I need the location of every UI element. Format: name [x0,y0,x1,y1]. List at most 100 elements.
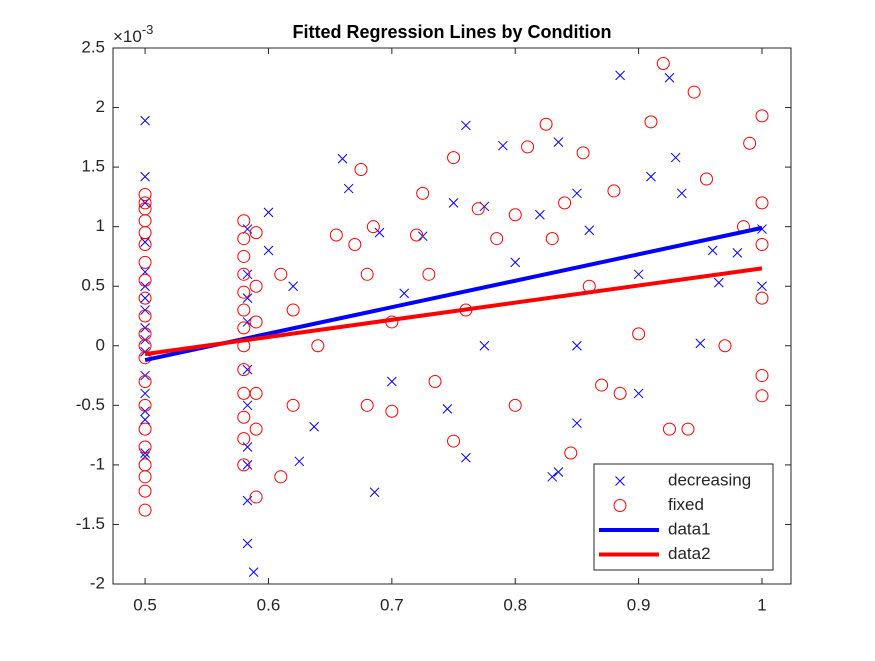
circle-marker [490,232,504,246]
circle-marker [348,238,362,252]
x-marker [343,183,354,194]
regression-line [144,266,763,357]
circle-marker [558,196,572,210]
circle-marker [366,220,380,234]
circle-marker [699,172,713,186]
legend-box [593,463,774,571]
circle-marker [755,196,769,210]
circle-marker [249,386,263,400]
circle-marker [249,279,263,293]
circle-marker [249,226,263,240]
x-tick-label: 0.6 [257,595,281,614]
circle-marker [138,440,152,454]
x-marker [553,137,564,147]
x-marker [572,418,582,429]
circle-marker [138,309,152,323]
circle-marker [644,115,658,129]
circle-marker [138,188,152,202]
x-marker [399,288,410,299]
x-marker [695,338,706,349]
x-marker [140,388,150,399]
circle-marker [138,196,152,210]
circle-marker [329,228,343,242]
circle-marker [237,432,251,446]
y-tick-label: -0.5 [76,395,105,414]
circle-marker [274,470,288,484]
circle-marker [613,386,627,400]
circle-marker [656,56,670,70]
circle-marker [286,398,300,412]
circle-marker [286,303,300,317]
circle-marker [718,339,732,353]
x-marker [442,404,453,414]
circle-marker [237,267,251,281]
x-marker [757,281,767,292]
x-marker [461,120,471,131]
circle-marker [138,470,152,484]
circle-marker [237,321,251,335]
x-marker [242,442,253,452]
circle-marker [138,273,152,287]
x-tick-label: 0.7 [380,595,404,614]
y-multiplier: ×10-3 [113,22,153,46]
y-tick-label: -2 [90,573,105,592]
x-marker [448,197,459,208]
circle-marker [237,249,251,263]
y-multiplier-exponent: -3 [142,22,154,37]
circle-marker [249,490,263,504]
legend-label: fixed [668,495,704,514]
chart-title: Fitted Regression Lines by Condition [292,22,611,42]
circle-marker [237,410,251,424]
circle-marker [138,398,152,412]
y-tick-label: 1 [96,216,105,235]
legend-label: data1 [668,519,711,538]
x-marker [263,207,274,218]
circle-marker [237,285,251,299]
circle-marker [607,184,621,198]
x-marker [510,257,521,268]
circle-marker [755,369,769,383]
x-marker [479,340,490,351]
x-marker [140,414,150,425]
circle-marker [237,458,251,472]
circle-marker [755,291,769,305]
x-marker [633,269,644,280]
circle-marker [249,422,263,436]
circle-marker [447,434,461,448]
x-marker [242,293,253,303]
circle-marker [249,315,263,329]
x-marker [369,487,380,498]
circle-marker [687,85,701,99]
x-tick-label: 0.5 [133,595,157,614]
x-marker [584,225,595,236]
circle-marker [138,291,152,305]
x-marker [713,277,724,288]
x-marker [140,293,150,303]
x-marker [140,115,150,126]
y-tick-label: 2 [96,97,105,116]
x-marker [646,171,656,182]
circle-marker [138,503,152,517]
y-tick-label: 0 [96,335,105,354]
circle-marker [576,146,590,160]
y-tick-label: -1 [90,454,105,473]
circle-marker [422,267,436,281]
x-tick-label: 1 [757,595,766,614]
x-marker [553,467,564,477]
x-marker [374,227,385,238]
x-marker [242,269,253,280]
x-marker [242,400,253,411]
circle-marker [521,140,535,154]
y-tick-label: -1.5 [76,514,105,533]
circle-marker [360,398,374,412]
circle-marker [755,109,769,123]
circle-marker [545,232,559,246]
x-marker [263,245,274,256]
circle-marker [237,214,251,228]
circle-marker [237,303,251,317]
y-tick-label: 1.5 [81,157,105,176]
circle-marker [138,238,152,252]
x-tick-label: 0.9 [627,595,651,614]
y-tick-label: 0.5 [81,276,105,295]
